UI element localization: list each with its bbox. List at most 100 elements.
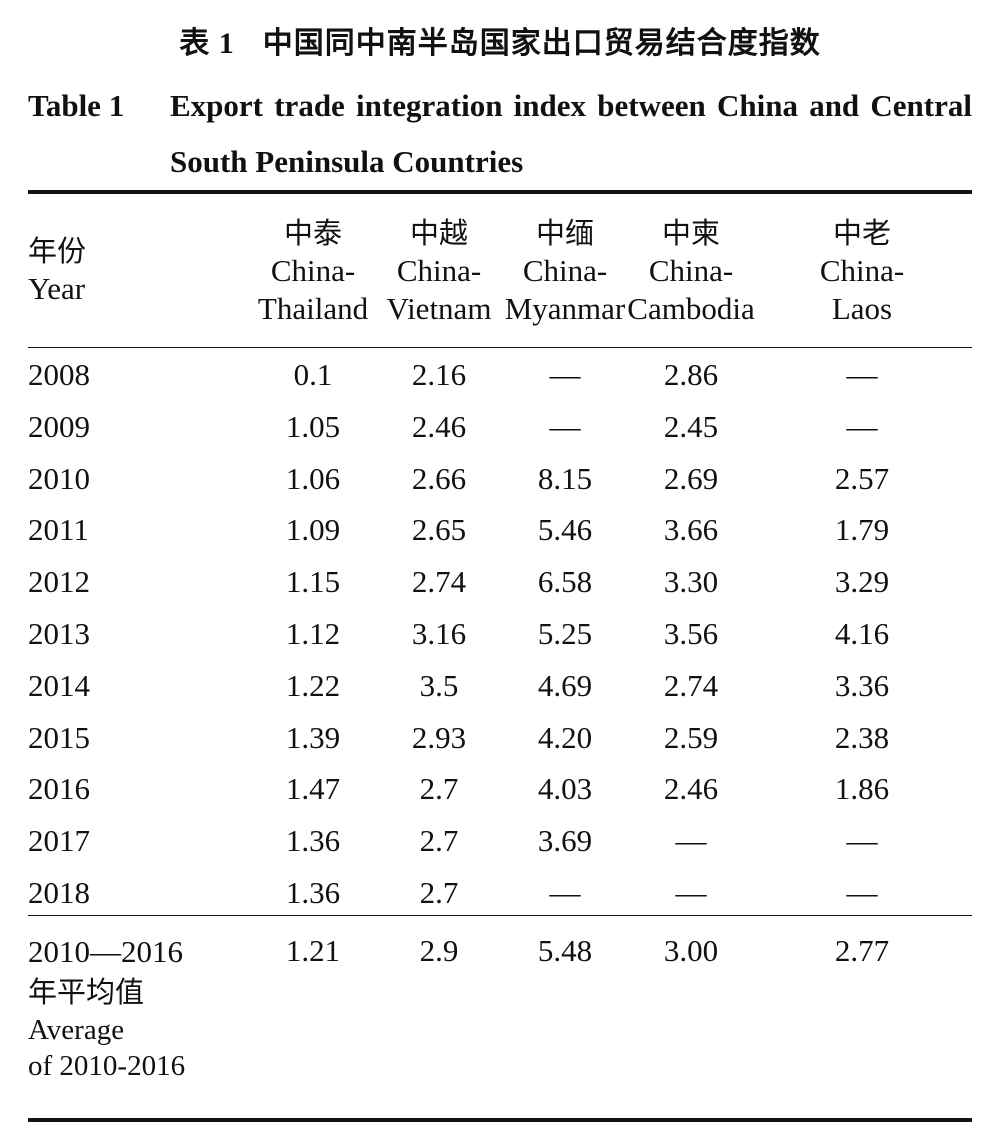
header-col-3-cn: 中柬	[661, 216, 720, 250]
table-cell: 2.7	[419, 823, 459, 859]
header-year-cn: 年份	[28, 234, 87, 268]
table-cell: 2.46	[411, 408, 467, 444]
average-rule	[28, 915, 972, 916]
table-cell: 2.74	[411, 564, 467, 600]
table-title-en: Table 1 Export trade integration index b…	[28, 78, 972, 190]
table-cell: 1.22	[285, 667, 341, 703]
table-cell: 6.58	[537, 564, 593, 600]
table-cell: 2.16	[411, 357, 467, 392]
table-title-cn: 表 1 中国同中南半岛国家出口贸易结合度指数	[0, 18, 1000, 62]
table-cell: —	[846, 823, 878, 859]
table-cell: 1.06	[285, 460, 341, 496]
header-col-1-en1: China-	[396, 253, 482, 288]
header-col-0-en1: China-	[270, 253, 356, 288]
table-cell: —	[549, 357, 581, 392]
average-label-years: 2010—2016	[28, 934, 183, 969]
table-cell: 2.45	[663, 408, 719, 444]
table-cell: 2.93	[411, 719, 467, 755]
table-caption-en: Export trade integration index between C…	[170, 88, 972, 179]
table-cell: 2.38	[834, 719, 890, 755]
top-rule	[28, 190, 972, 194]
table-cell: 2.57	[834, 460, 890, 496]
average-cell: 3.00	[663, 933, 719, 968]
table-cell: —	[549, 875, 581, 910]
header-col-4-en2: Laos	[831, 291, 893, 326]
header-col-3-en1: China-	[648, 253, 734, 288]
table-cell: 1.36	[285, 823, 341, 859]
average-label-en2: of 2010-2016	[28, 1050, 186, 1082]
table-cell: 3.36	[834, 667, 890, 703]
average-cell: 1.21	[285, 933, 341, 968]
header-col-3-en2: Cambodia	[627, 291, 755, 326]
table-cell: 4.03	[537, 771, 593, 807]
header-col-2-cn: 中缅	[535, 216, 594, 250]
table-row-year: 2009	[28, 408, 90, 444]
table-cell: 2.7	[419, 771, 459, 807]
header-year-en: Year	[28, 271, 86, 306]
table-cell: 2.74	[663, 667, 719, 703]
table-row-year: 2012	[28, 564, 90, 600]
table-cell: 1.47	[285, 771, 341, 807]
table-cell: 5.25	[537, 616, 593, 651]
header-year: 年份 Year	[28, 232, 86, 308]
average-cell: 2.9	[419, 933, 459, 968]
table-cell: 2.69	[663, 460, 719, 496]
table-cell: —	[675, 875, 707, 910]
table-row-year: 2014	[28, 667, 90, 703]
table-cell: —	[549, 408, 581, 444]
table-cell: 2.66	[411, 460, 467, 496]
bottom-rule	[28, 1118, 972, 1122]
average-label: 2010—2016 年平均值 Average of 2010-2016	[28, 932, 185, 1084]
table-cell: 1.86	[834, 771, 890, 807]
table-row-year: 2017	[28, 823, 90, 859]
header-col-0: 中泰 China- Thailand	[248, 214, 378, 328]
table-cell: 1.15	[285, 564, 341, 600]
table-cell: —	[675, 823, 707, 859]
table-row-year: 2011	[28, 512, 89, 548]
table-cell: 3.29	[834, 564, 890, 600]
header-col-2-en2: Myanmar	[504, 291, 626, 326]
table-cell: 3.5	[419, 667, 459, 703]
table-cell: —	[846, 408, 878, 444]
header-col-1-en2: Vietnam	[386, 291, 492, 326]
header-col-0-en2: Thailand	[257, 291, 369, 326]
table-cell: 3.30	[663, 564, 719, 600]
table-cell: 1.09	[285, 512, 341, 548]
table-row-year: 2013	[28, 616, 90, 651]
table-row-year: 2010	[28, 460, 90, 496]
table-cell: 1.36	[285, 875, 341, 910]
table-cell: 4.69	[537, 667, 593, 703]
table-number-cn: 表 1	[179, 27, 235, 60]
table-row-year: 2015	[28, 719, 90, 755]
header-col-3: 中柬 China- Cambodia	[626, 214, 756, 328]
header-col-0-cn: 中泰	[283, 216, 342, 250]
header-col-4: 中老 China- Laos	[797, 214, 927, 328]
table-cell: 2.46	[663, 771, 719, 807]
header-col-1: 中越 China- Vietnam	[374, 214, 504, 328]
table-cell: 1.39	[285, 719, 341, 755]
header-col-2: 中缅 China- Myanmar	[500, 214, 630, 328]
table-cell: 2.59	[663, 719, 719, 755]
table-cell: —	[846, 875, 878, 910]
table-cell: 5.46	[537, 512, 593, 548]
average-cell: 2.77	[834, 933, 890, 968]
table-row-year: 2018	[28, 875, 90, 910]
table-cell: 3.69	[537, 823, 593, 859]
table-cell: 3.56	[663, 616, 719, 651]
header-rule	[28, 347, 972, 348]
average-cell: 5.48	[537, 933, 593, 968]
table-cell: 1.12	[285, 616, 341, 651]
table-cell: 1.79	[834, 512, 890, 548]
average-label-en1: Average	[28, 1014, 125, 1046]
table-cell: 0.1	[293, 357, 333, 392]
table-cell: 2.65	[411, 512, 467, 548]
header-col-2-en1: China-	[522, 253, 608, 288]
table-caption-cn: 中国同中南半岛国家出口贸易结合度指数	[262, 26, 821, 61]
table-cell: 8.15	[537, 460, 593, 496]
header-col-4-en1: China-	[819, 253, 905, 288]
table-number-en: Table 1	[28, 88, 125, 123]
table-row-year: 2016	[28, 771, 90, 807]
table-cell: 4.20	[537, 719, 593, 755]
header-col-1-cn: 中越	[409, 216, 468, 250]
table-cell: 3.16	[411, 616, 467, 651]
